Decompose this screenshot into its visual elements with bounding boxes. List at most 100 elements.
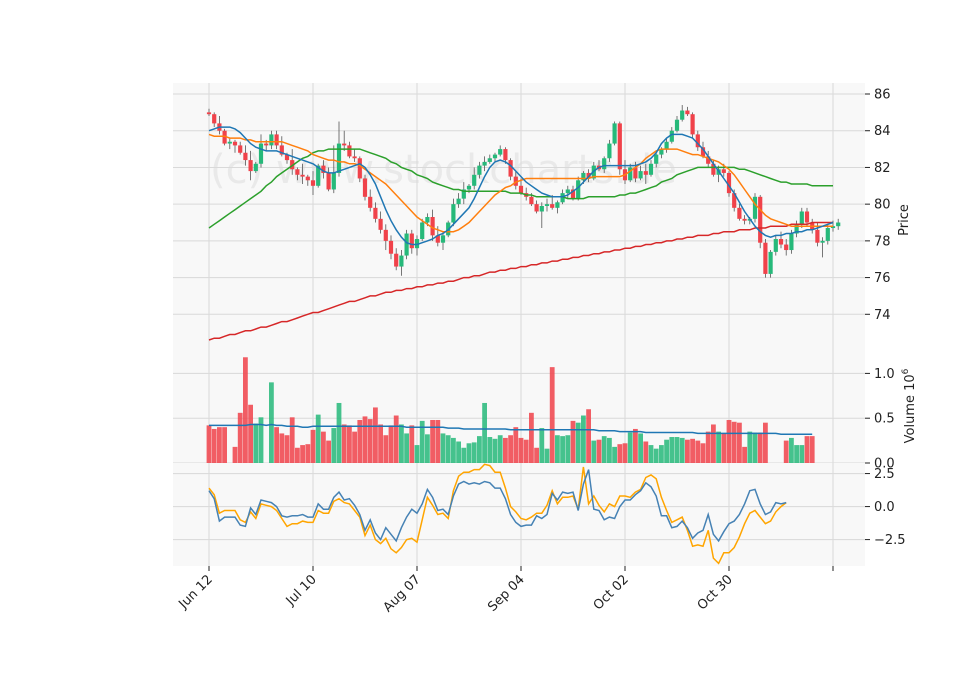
candle-body-down <box>804 211 810 223</box>
candle-body-down <box>232 141 238 146</box>
ma-slow-line <box>208 148 833 229</box>
candle-body-down <box>394 253 399 267</box>
volume-bar <box>705 431 711 463</box>
price-y-axis: 74 76 78 80 82 84 86 <box>865 88 891 323</box>
volume-bar <box>596 439 602 463</box>
volume-bar <box>799 445 805 463</box>
candle-body-down <box>633 167 638 179</box>
candle-body-down <box>758 196 763 243</box>
volume-bar <box>232 446 238 463</box>
volume-bar <box>243 357 248 463</box>
oscillator-panel: −2.5 0.0 2.5 <box>173 463 906 566</box>
volume-bar <box>300 445 305 463</box>
volume-bar <box>269 382 274 463</box>
candle-body-down <box>700 147 706 157</box>
candle-body-down <box>685 110 690 115</box>
volume-bar <box>586 409 591 463</box>
volume-ylabel-exponent: 6 <box>901 368 911 374</box>
volume-panel: 0.0 0.5 1.0 Volume 106 <box>173 351 918 472</box>
candle-body-up <box>607 143 612 159</box>
volume-bar <box>503 437 508 463</box>
candle-body-up <box>799 211 804 225</box>
candle-body-up <box>820 240 825 243</box>
volume-bar <box>274 427 279 463</box>
volume-bar <box>622 443 628 463</box>
volume-bar <box>534 447 539 463</box>
candle-body-down <box>284 154 290 161</box>
candle-body-down <box>243 152 248 161</box>
volume-bar <box>804 436 810 463</box>
volume-bar <box>669 437 675 463</box>
volume-bar <box>352 431 357 463</box>
price-bodies <box>206 110 841 274</box>
volume-moving-average <box>209 423 813 436</box>
volume-bar <box>518 437 524 463</box>
volume-bar <box>430 419 435 463</box>
volume-bar <box>601 436 607 463</box>
candle-body-down <box>388 240 394 254</box>
volume-bar <box>789 437 794 463</box>
price-moving-averages <box>208 126 834 341</box>
volume-bar <box>466 443 472 463</box>
candle-body-down <box>617 123 622 170</box>
volume-bar <box>731 421 737 463</box>
candle-body-down <box>409 233 414 249</box>
volume-bar <box>523 439 529 463</box>
volume-bar <box>591 440 597 463</box>
candle-body-down <box>383 229 388 241</box>
volume-bar <box>383 435 389 463</box>
volume-bar <box>404 433 409 463</box>
volume-bar <box>237 412 243 463</box>
volume-bar <box>674 437 680 463</box>
candle-body-down <box>778 239 784 245</box>
volume-bar <box>326 440 331 463</box>
candle-body-down <box>690 114 695 135</box>
volume-bar <box>529 412 534 463</box>
candle-body-up <box>336 143 342 173</box>
candle-body-down <box>435 235 440 243</box>
candle-body-down <box>352 156 357 159</box>
volume-bar <box>633 428 638 463</box>
volume-bar <box>575 422 581 463</box>
volume-bar <box>487 437 493 463</box>
volume-bar <box>435 419 441 463</box>
price-tick-label: 74 <box>874 308 891 323</box>
volume-bar <box>248 404 253 463</box>
volume-bar <box>643 441 649 463</box>
candle-body-down <box>264 143 269 146</box>
volume-bar <box>742 446 747 463</box>
candle-body-down <box>362 178 368 197</box>
candle-body-up <box>482 161 487 166</box>
volume-bar <box>737 422 742 463</box>
candle-body-down <box>763 242 768 274</box>
volume-bar <box>648 445 654 463</box>
candle-body-up <box>576 180 581 199</box>
volume-bar <box>414 445 420 463</box>
ma-long-line <box>208 221 833 341</box>
candle-body-down <box>378 218 383 230</box>
candle-body-up <box>316 165 321 186</box>
candle-body-up <box>560 193 565 203</box>
x-tick-label: Sep 04 <box>485 572 528 615</box>
price-tick-label: 84 <box>874 124 891 139</box>
price-grid <box>173 83 865 351</box>
x-axis: Jun 12 Jul 10 Aug 07 Sep 04 Oct 02 Oct 30 <box>176 566 834 615</box>
candle-body-down <box>430 217 435 236</box>
candle-body-up <box>581 172 586 181</box>
candle-body-up <box>492 154 498 159</box>
volume-y-axis: 0.0 0.5 1.0 <box>865 367 895 472</box>
x-tick-label: Jun 12 <box>176 572 216 612</box>
volume-bar <box>607 437 612 463</box>
candle-body-up <box>789 233 794 251</box>
candle-body-up <box>477 165 482 175</box>
oscillator-panel-background <box>173 463 865 566</box>
volume-ma-line <box>209 423 813 436</box>
x-tick-label: Oct 30 <box>695 572 736 613</box>
candle-body-up <box>836 222 841 227</box>
candle-body-down <box>300 174 305 177</box>
volume-bar <box>565 435 571 463</box>
candle-body-up <box>253 163 258 172</box>
candle-body-down <box>643 171 648 175</box>
oscillator-main-line <box>208 469 787 543</box>
x-tick-label: Aug 07 <box>381 572 424 615</box>
